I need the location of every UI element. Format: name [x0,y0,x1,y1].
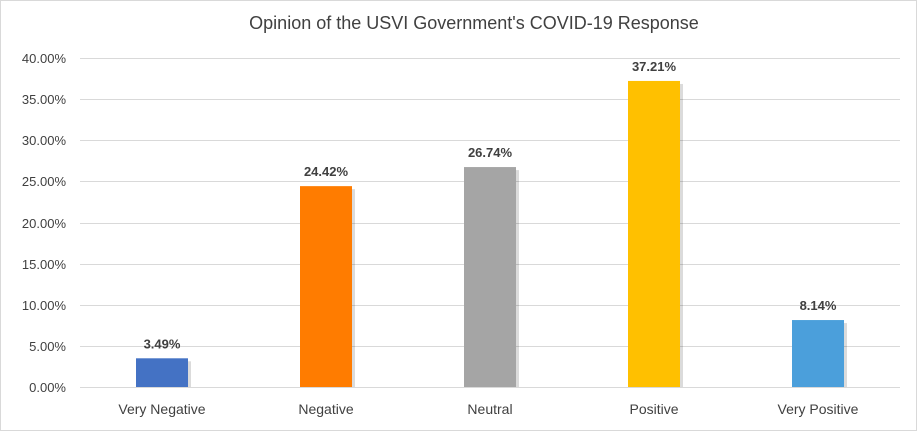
x-category-label: Neutral [467,401,512,417]
data-label: 8.14% [800,298,837,313]
x-category-label: Negative [298,401,353,417]
y-tick-label: 0.00% [29,380,66,395]
y-axis-ticks: 0.00% 5.00% 10.00% 15.00% 20.00% 25.00% 30.00%… [22,51,67,395]
y-tick-label: 30.00% [22,133,67,148]
bars [136,80,847,387]
bar-negative [300,186,352,387]
y-tick-label: 5.00% [29,339,66,354]
y-tick-label: 20.00% [22,216,67,231]
bar-very-negative [136,358,188,387]
y-tick-label: 40.00% [22,51,67,66]
x-category-label: Positive [629,401,678,417]
x-category-label: Very Negative [118,401,205,417]
bar-neutral [464,167,516,387]
data-labels: 3.49% 24.42% 26.74% 37.21% 8.14% [144,59,837,351]
bar-positive [628,80,680,387]
x-axis-categories: Very Negative Negative Neutral Positive Very… [118,401,858,417]
bar-very-positive [792,320,844,387]
y-tick-label: 25.00% [22,174,67,189]
chart-title: Opinion of the USVI Government's COVID-1… [249,13,699,33]
y-tick-label: 35.00% [22,92,67,107]
data-label: 24.42% [304,164,349,179]
data-label: 26.74% [468,145,513,160]
y-tick-label: 15.00% [22,257,67,272]
data-label: 37.21% [632,59,677,74]
data-label: 3.49% [144,336,181,351]
y-tick-label: 10.00% [22,298,67,313]
x-category-label: Very Positive [778,401,859,417]
